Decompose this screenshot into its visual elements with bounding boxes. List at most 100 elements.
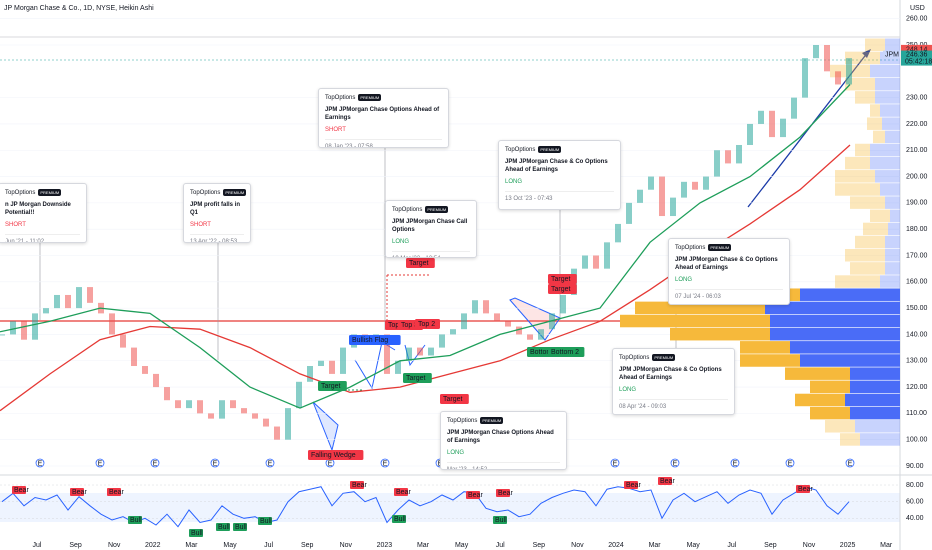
card-direction: LONG: [447, 450, 465, 457]
event-icon-label: E: [328, 460, 333, 467]
card-date: Mar '23 - 14:52: [447, 462, 560, 469]
rsi-signal-bg: [258, 517, 272, 525]
profile-down: [880, 104, 900, 117]
profile-down: [888, 222, 900, 236]
profile-down: [885, 130, 900, 144]
event-icon-label: E: [613, 460, 618, 467]
card-date: 13 Oct '23 - 07:43: [505, 191, 614, 202]
candle: [219, 400, 225, 419]
candle: [307, 366, 313, 382]
card-date: 08 Jan '23 - 07:58: [325, 139, 442, 147]
profile-down: [885, 38, 900, 51]
profile-down: [885, 249, 900, 262]
candle: [626, 202, 632, 224]
card-title: JPM JPMorgan Chase Options Ahead of Earn…: [447, 430, 554, 445]
idea-card[interactable]: TopOptions PREMIUM JPM JPMorgan Chase & Co…: [498, 140, 621, 210]
event-icon: [265, 458, 275, 468]
profile-up: [810, 380, 850, 394]
x-tick-label: 2025: [840, 542, 856, 549]
profile-down: [870, 143, 900, 157]
symbol-tag: [883, 50, 900, 59]
card-title: JPM JPMorgan Chase & Co Options Ahead of…: [505, 159, 608, 174]
chart-title: JP Morgan Chase & Co., 1D, NYSE, Heikin …: [4, 5, 154, 12]
candle: [725, 150, 731, 164]
candle: [395, 360, 401, 374]
candle: [10, 321, 16, 335]
card-date: 07 Jul '24 - 06:03: [675, 289, 783, 300]
rsi-signal-bg: [496, 489, 510, 497]
rsi-signal-bg: [796, 485, 810, 493]
idea-card[interactable]: TopOptions PREMIUM JPM JPMorgan Chase & Co…: [668, 238, 790, 305]
idea-card[interactable]: TopOptions PREMIUM JPM JPMorgan Chase & Co…: [612, 348, 735, 415]
card-author: TopOptions: [190, 189, 221, 196]
profile-down: [765, 301, 900, 315]
rsi-tick-label: 40.00: [906, 515, 924, 522]
candle: [54, 294, 60, 309]
profile-down: [870, 156, 900, 170]
profile-up: [825, 420, 855, 433]
x-tick-label: May: [455, 542, 469, 549]
card-author: TopOptions: [5, 189, 36, 196]
idea-card[interactable]: TopOptions PREMIUM n JP Morgan Downside Po…: [0, 183, 87, 243]
x-tick-label: Jul: [496, 542, 505, 549]
rsi-signal-bg: [350, 481, 364, 489]
candle: [0, 334, 5, 336]
pattern-label-bg: [349, 335, 401, 345]
y-tick-label: 220.00: [906, 121, 928, 128]
candle: [604, 242, 610, 269]
event-icon-label: E: [383, 460, 388, 467]
candle: [769, 110, 775, 138]
pattern-label: Bottom: [530, 349, 552, 356]
rsi-signal: Bear: [396, 489, 411, 496]
profile-down: [845, 393, 900, 407]
profile-down: [855, 420, 900, 433]
profile-up: [845, 249, 885, 262]
pattern-label-bg: [548, 284, 577, 294]
candle: [505, 321, 511, 327]
candle: [703, 176, 709, 190]
candle: [846, 58, 852, 85]
event-icon-label: E: [848, 460, 853, 467]
x-tick-label: Jul: [33, 542, 42, 549]
symbol-tag-label: JPM: [885, 51, 899, 58]
pattern-label: Target: [409, 260, 429, 267]
candle: [527, 334, 533, 340]
rsi-signal: Bear: [352, 482, 367, 489]
candle: [208, 413, 214, 419]
card-date: Jun '21 - 11:02: [5, 234, 80, 242]
rsi-signal-bg: [128, 516, 142, 524]
pattern-label: Target: [551, 276, 571, 283]
card-date: 13 Apr '22 - 08:53: [190, 234, 244, 242]
pattern-label-bg: [308, 450, 364, 460]
idea-card[interactable]: TopOptions PREMIUM JPM JPMorgan Chase Opti…: [318, 88, 449, 148]
candle: [285, 408, 291, 440]
profile-down: [885, 262, 900, 275]
candle: [461, 313, 467, 330]
idea-card[interactable]: TopOptions PREMIUM JPM JPMorgan Chase Call…: [385, 200, 477, 258]
y-tick-label: 190.00: [906, 200, 928, 207]
x-tick-label: Mar: [880, 542, 893, 549]
candle: [450, 329, 456, 335]
y-tick-label: 180.00: [906, 226, 928, 233]
card-badge: PREMIUM: [358, 94, 382, 101]
event-icon: [380, 458, 390, 468]
candle: [197, 400, 203, 414]
candle: [736, 144, 742, 164]
rsi-signal-bg: [394, 488, 408, 496]
x-tick-label: Jul: [264, 542, 273, 549]
idea-card[interactable]: TopOptions PREMIUM JPM JPMorgan Chase Opti…: [440, 411, 567, 470]
card-direction: SHORT: [325, 127, 346, 134]
x-tick-label: 2022: [145, 542, 161, 549]
rsi-signal: Bull: [260, 518, 272, 525]
pattern-label: Target: [406, 375, 426, 382]
event-icon-label: E: [153, 460, 158, 467]
candle: [813, 45, 819, 59]
rsi-signal-bg: [392, 515, 406, 523]
candle: [164, 387, 170, 401]
profile-up: [870, 209, 890, 223]
candle: [263, 418, 269, 427]
profile-up: [870, 104, 880, 117]
idea-card[interactable]: TopOptions PREMIUM JPM profit falls in Q1 S…: [183, 183, 251, 243]
rsi-signal-bg: [658, 477, 672, 485]
event-icon: [670, 458, 680, 468]
